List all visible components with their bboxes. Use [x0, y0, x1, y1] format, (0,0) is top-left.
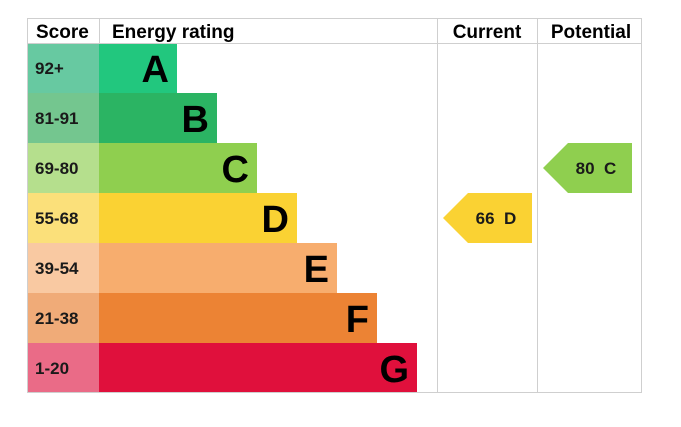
score-range-label: 21-38: [35, 309, 78, 328]
score-range-label: 55-68: [35, 209, 78, 228]
current-rating-label: 66 D: [476, 209, 517, 228]
score-cell: [27, 293, 99, 343]
score-cell: [27, 243, 99, 293]
score-range-label: 1-20: [35, 359, 69, 378]
band-row-f: 21-38 F: [27, 293, 377, 343]
rating-letter: C: [222, 149, 249, 191]
energy-rating-header: Energy rating: [112, 22, 234, 43]
band-row-e: 39-54 E: [27, 243, 337, 293]
rating-bands: 92+ A 81-91 B 69-80 C 55-68 D 39-54 E 21-38 F 1-20 G: [27, 43, 417, 393]
score-range-label: 39-54: [35, 259, 79, 278]
rating-letter: G: [379, 349, 409, 391]
score-cell: [27, 43, 99, 93]
score-cell: [27, 343, 99, 393]
score-cell: [27, 143, 99, 193]
band-row-g: 1-20 G: [27, 343, 417, 393]
potential-header: Potential: [551, 22, 631, 43]
current-arrow-shape: [443, 193, 532, 243]
rating-bar: [99, 43, 177, 93]
rating-bar: [99, 343, 417, 393]
rating-letter: B: [182, 99, 209, 141]
current-header: Current: [453, 22, 522, 43]
rating-bar: [99, 293, 377, 343]
rating-letter: F: [346, 299, 369, 341]
rating-letter: E: [304, 249, 329, 291]
rating-bar: [99, 243, 337, 293]
table-grid: [27, 18, 642, 393]
potential-arrow-shape: [543, 143, 632, 193]
rating-letter: A: [142, 49, 169, 91]
rating-bar: [99, 193, 297, 243]
score-cell: [27, 93, 99, 143]
band-row-b: 81-91 B: [27, 93, 217, 143]
potential-arrow: 80 C: [543, 143, 632, 193]
band-row-c: 69-80 C: [27, 143, 257, 193]
current-arrow: 66 D: [443, 193, 532, 243]
rating-bar: [99, 143, 257, 193]
score-header: Score: [36, 22, 89, 43]
band-row-d: 55-68 D: [27, 193, 297, 243]
band-row-a: 92+ A: [27, 43, 177, 93]
potential-rating-label: 80 C: [576, 159, 617, 178]
score-range-label: 92+: [35, 59, 64, 78]
score-range-label: 81-91: [35, 109, 78, 128]
score-cell: [27, 193, 99, 243]
rating-bar: [99, 93, 217, 143]
rating-letter: D: [262, 199, 289, 241]
score-range-label: 69-80: [35, 159, 78, 178]
